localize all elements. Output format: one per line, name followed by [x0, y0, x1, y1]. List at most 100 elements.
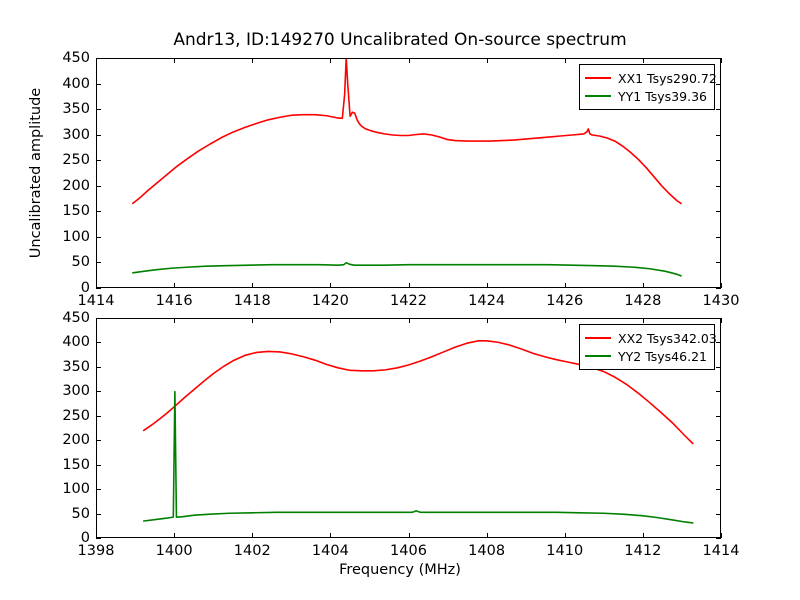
axis-tick-mark — [96, 440, 101, 442]
axis-tick-mark — [96, 342, 101, 344]
x-tick-label: 1408 — [468, 543, 506, 559]
axis-tick-mark — [252, 318, 254, 323]
axis-tick-mark — [486, 318, 488, 323]
axis-tick-mark — [408, 283, 410, 288]
legend-color-swatch — [585, 355, 611, 357]
y-tick-label: 100 — [62, 481, 90, 498]
y-tick-label: 400 — [62, 75, 90, 92]
axis-tick-mark — [174, 58, 176, 63]
y-tick-label: 0 — [80, 280, 90, 296]
spectrum-plot-bottom — [97, 319, 720, 537]
axis-tick-mark — [96, 538, 101, 539]
y-tick-label: 50 — [71, 505, 90, 522]
axis-tick-mark — [716, 513, 721, 515]
axis-tick-mark — [721, 58, 722, 63]
legend-label: XX2 Tsys342.03 — [618, 330, 717, 346]
axis-tick-mark — [330, 58, 332, 63]
x-tick-label: 1416 — [155, 293, 193, 309]
spectrum-plot-top — [97, 59, 720, 287]
legend-label: XX1 Tsys290.72 — [618, 70, 717, 86]
x-tick-label: 1424 — [468, 293, 506, 309]
x-tick-label: 1404 — [311, 543, 349, 559]
axis-tick-mark — [330, 283, 332, 288]
axis-tick-mark — [96, 236, 101, 238]
axis-tick-mark — [96, 391, 101, 393]
axis-tick-mark — [252, 58, 254, 63]
axis-tick-mark — [408, 533, 410, 538]
y-tick-label: 250 — [62, 407, 90, 424]
y-tick-label: 450 — [62, 310, 90, 326]
x-tick-label: 1414 — [702, 543, 740, 559]
axis-tick-mark — [330, 533, 332, 538]
legend-color-swatch — [585, 77, 611, 79]
y-tick-label: 300 — [62, 383, 90, 400]
axis-tick-mark — [716, 489, 721, 491]
x-tick-label: 1406 — [390, 543, 427, 559]
x-tick-label: 1414 — [77, 293, 115, 309]
legend-entry: YY1 Tsys39.36 — [585, 87, 708, 105]
x-tick-label: 1420 — [311, 293, 349, 309]
axis-tick-mark — [716, 262, 721, 264]
axis-tick-mark — [96, 83, 101, 85]
x-tick-label: 1398 — [77, 543, 115, 559]
axis-tick-mark — [564, 533, 566, 538]
x-tick-label: 1410 — [546, 543, 584, 559]
legend-bottom: XX2 Tsys342.03 YY2 Tsys46.21 — [579, 324, 717, 370]
x-tick-label: 1430 — [702, 293, 740, 309]
axis-tick-mark — [96, 533, 97, 538]
legend-top: XX1 Tsys290.72 YY1 Tsys39.36 — [579, 64, 717, 110]
spectrum-trace — [133, 59, 681, 203]
y-tick-label: 400 — [62, 334, 90, 351]
axis-tick-mark — [716, 185, 721, 187]
axis-tick-mark — [96, 513, 101, 515]
axis-tick-mark — [330, 318, 332, 323]
x-axis-label: Frequency (MHz) — [339, 562, 461, 578]
axis-tick-mark — [721, 533, 722, 538]
y-tick-label: 200 — [62, 432, 90, 449]
axis-tick-mark — [716, 288, 721, 289]
legend-label: YY2 Tsys46.21 — [618, 348, 707, 364]
axis-tick-mark — [486, 283, 488, 288]
spectrum-trace — [144, 341, 693, 444]
y-tick-label: 350 — [62, 358, 90, 375]
axis-tick-mark — [564, 283, 566, 288]
axis-tick-mark — [96, 489, 101, 491]
x-tick-label: 1418 — [233, 293, 271, 309]
axis-tick-mark — [642, 533, 644, 538]
y-tick-label: 250 — [62, 152, 90, 169]
axis-tick-mark — [96, 109, 101, 111]
axis-tick-mark — [408, 58, 410, 63]
axis-tick-mark — [96, 415, 101, 417]
y-tick-label: 350 — [62, 101, 90, 118]
figure-title: Andr13, ID:149270 Uncalibrated On-source… — [173, 30, 627, 50]
x-tick-label: 1428 — [624, 293, 662, 309]
axis-tick-mark — [716, 211, 721, 213]
axis-tick-mark — [486, 533, 488, 538]
axis-tick-mark — [716, 415, 721, 417]
y-tick-label: 150 — [62, 203, 90, 220]
axis-tick-mark — [96, 318, 101, 319]
axis-tick-mark — [642, 58, 644, 63]
y-axis-label-top: Uncalibrated amplitude — [28, 87, 44, 259]
x-tick-label: 1402 — [233, 543, 271, 559]
axis-tick-mark — [408, 318, 410, 323]
axis-tick-mark — [96, 185, 101, 187]
axis-tick-mark — [96, 58, 101, 59]
y-tick-label: 450 — [62, 50, 90, 66]
axis-tick-mark — [716, 134, 721, 136]
x-tick-label: 1400 — [155, 543, 193, 559]
y-tick-label: 100 — [62, 228, 90, 245]
axis-tick-mark — [716, 440, 721, 442]
legend-entry: XX2 Tsys342.03 — [585, 329, 717, 347]
spectrum-trace — [133, 263, 681, 276]
y-tick-label: 200 — [62, 177, 90, 194]
axis-tick-mark — [721, 318, 722, 323]
axis-tick-mark — [96, 58, 97, 63]
axis-tick-mark — [564, 58, 566, 63]
y-tick-label: 0 — [80, 530, 90, 546]
legend-entry: XX1 Tsys290.72 — [585, 69, 717, 87]
axis-tick-mark — [252, 283, 254, 288]
axis-tick-mark — [716, 538, 721, 539]
axis-tick-mark — [716, 58, 721, 59]
